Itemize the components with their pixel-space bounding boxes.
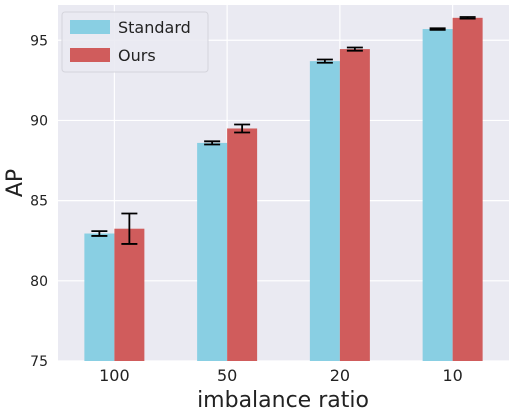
legend-swatch [70, 48, 110, 62]
bar-standard-50 [197, 142, 228, 361]
error-bar [459, 16, 476, 20]
error-bar [91, 230, 108, 237]
x-axis-ticks: 100 50 20 10 [99, 366, 463, 385]
bar-standard-10 [422, 29, 453, 362]
y-tick-label: 85 [30, 194, 48, 210]
bar-ours-50 [227, 128, 258, 361]
legend-label: Ours [118, 46, 156, 65]
bar-standard-20 [309, 61, 340, 361]
x-axis-label: imbalance ratio [197, 388, 369, 412]
bar-ours-100 [114, 228, 145, 361]
error-bar [346, 46, 363, 52]
x-tick-label: 100 [99, 366, 130, 385]
bar-ours-10 [452, 17, 483, 362]
x-tick-label: 50 [217, 366, 237, 385]
bar-ours-20 [339, 49, 370, 362]
legend: Standard Ours [61, 11, 209, 73]
error-bar [204, 140, 221, 146]
error-bar [234, 123, 251, 134]
legend-swatch [70, 20, 110, 34]
y-tick-label: 75 [30, 354, 48, 370]
x-tick-label: 10 [442, 366, 462, 385]
x-tick-label: 20 [330, 366, 350, 385]
error-bar [121, 212, 138, 245]
legend-label: Standard [118, 18, 191, 37]
y-tick-label: 80 [30, 274, 48, 290]
bar-standard-100 [84, 233, 115, 361]
error-bar [429, 27, 446, 31]
error-bars [91, 16, 476, 245]
bar-series [84, 17, 483, 362]
y-tick-label: 95 [30, 33, 48, 49]
y-tick-label: 90 [30, 113, 48, 129]
error-bar [316, 58, 333, 64]
y-axis-label: AP [3, 169, 28, 197]
y-axis-ticks: 75 80 85 90 95 [30, 33, 48, 370]
